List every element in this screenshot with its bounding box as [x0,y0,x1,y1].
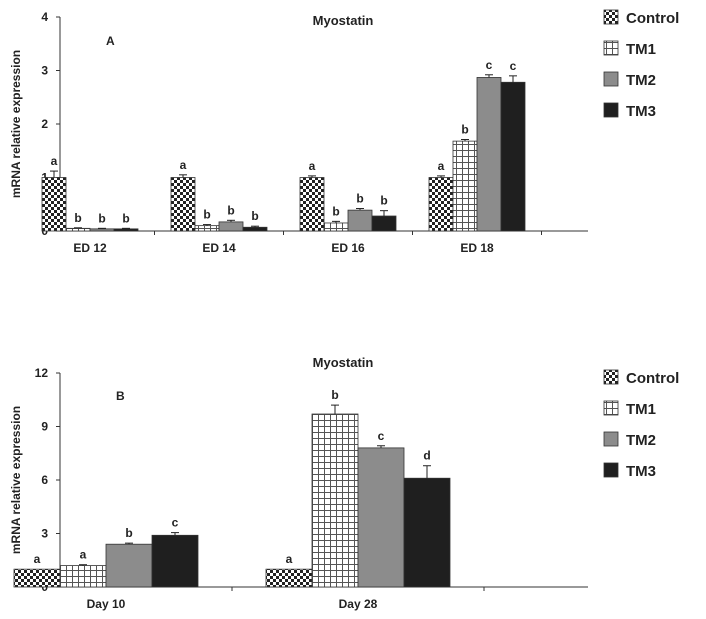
y-tick-label: 4 [41,10,48,24]
bar-control [13,568,61,588]
chart-title: Myostatin [313,355,374,370]
bar-tm1 [194,225,220,232]
significance-label: b [331,388,338,402]
y-axis-label: mRNA relative expression [9,406,23,554]
x-tick-label: ED 18 [460,241,494,255]
legend-swatch-tm2 [603,431,619,447]
y-tick-label: 3 [41,64,48,78]
y-tick-label: 2 [41,117,48,131]
bar-control [41,177,67,232]
significance-label: b [203,208,210,222]
y-tick-label: 6 [41,473,48,487]
x-tick-label: ED 14 [202,241,236,255]
legend-label-tm3: TM3 [626,463,656,480]
bar-tm3 [151,534,199,588]
significance-label: a [51,154,58,168]
legend-swatch-tm3 [603,102,619,118]
bar-tm1 [311,413,359,588]
significance-label: b [227,203,234,217]
y-axis-label: mRNA relative expression [9,50,23,198]
bar-tm1 [452,140,478,232]
significance-label: b [461,123,468,137]
x-tick-label: Day 28 [339,597,378,611]
bar-control [265,568,313,588]
bar-tm2 [347,209,373,232]
significance-label: b [356,192,363,206]
legend-swatch-tm2 [603,71,619,87]
y-tick-label: 9 [41,420,48,434]
chart-panel-b: 036912MyostatinBmRNA relative expression… [9,355,679,611]
legend-label-tm3: TM3 [626,103,656,120]
significance-label: a [34,552,41,566]
significance-label: d [423,449,430,463]
significance-label: c [510,59,517,73]
bar-control [299,177,325,232]
bar-tm2 [89,228,115,232]
bar-tm3 [403,477,451,588]
legend-label-control: Control [626,370,679,387]
significance-label: b [98,211,105,225]
legend-swatch-control [603,9,619,25]
x-tick-label: ED 12 [73,241,107,255]
significance-label: c [378,429,385,443]
x-tick-label: Day 10 [87,597,126,611]
chart-title: Myostatin [313,13,374,28]
legend-swatch-control [603,369,619,385]
legend-label-tm1: TM1 [626,401,656,418]
bar-tm2 [476,77,502,232]
legend-label-tm1: TM1 [626,41,656,58]
significance-label: a [438,159,445,173]
panel-label: A [106,34,115,48]
legend-swatch-tm1 [603,400,619,416]
bar-tm3 [113,228,139,232]
bar-tm3 [371,215,397,232]
bar-tm3 [242,226,268,232]
y-tick-label: 12 [35,366,49,380]
significance-label: b [332,204,339,218]
legend-label-control: Control [626,10,679,27]
bar-tm1 [323,222,349,232]
significance-label: b [125,526,132,540]
legend-label-tm2: TM2 [626,432,656,449]
legend-swatch-tm1 [603,40,619,56]
x-tick-label: ED 16 [331,241,365,255]
bar-tm3 [500,81,526,232]
significance-label: b [251,209,258,223]
significance-label: a [309,159,316,173]
bar-tm1 [65,227,91,232]
significance-label: b [380,194,387,208]
significance-label: c [486,58,493,72]
bar-tm2 [105,543,153,588]
bar-tm2 [218,221,244,232]
significance-label: a [180,158,187,172]
bar-tm1 [59,565,107,588]
chart-panel-a: 01234MyostatinAmRNA relative expressionE… [9,9,679,255]
y-tick-label: 3 [41,527,48,541]
bar-control [428,177,454,232]
legend-swatch-tm3 [603,462,619,478]
legend-label-tm2: TM2 [626,72,656,89]
bar-control [170,177,196,232]
significance-label: a [80,548,87,562]
significance-label: b [74,211,81,225]
significance-label: a [286,552,293,566]
significance-label: c [172,516,179,530]
panel-label: B [116,389,125,403]
significance-label: b [122,211,129,225]
bar-tm2 [357,447,405,588]
